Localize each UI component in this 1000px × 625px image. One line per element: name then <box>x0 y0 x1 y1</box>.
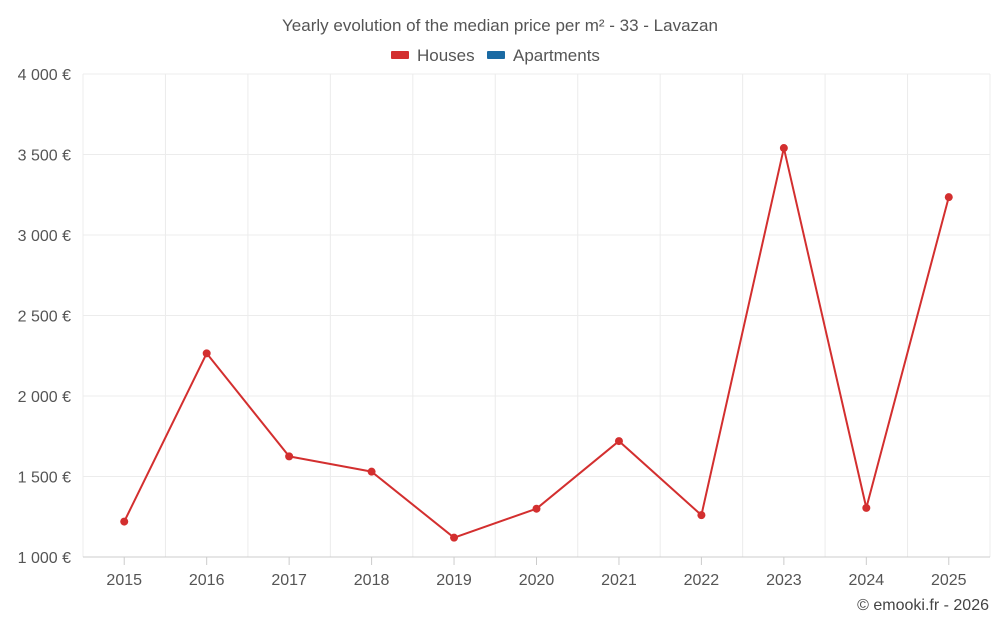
x-tick-label: 2022 <box>684 572 720 589</box>
x-tick-label: 2015 <box>106 572 142 589</box>
y-tick-label: 1 500 € <box>18 470 71 487</box>
y-tick-label: 1 000 € <box>18 550 71 567</box>
data-point[interactable] <box>944 193 953 202</box>
data-point[interactable] <box>202 349 211 358</box>
x-tick-label: 2024 <box>849 572 885 589</box>
y-tick-label: 3 000 € <box>18 228 71 245</box>
x-tick-label: 2025 <box>931 572 967 589</box>
y-tick-label: 2 500 € <box>18 309 71 326</box>
data-point[interactable] <box>285 452 294 461</box>
legend-label-apartments: Apartments <box>513 46 600 65</box>
x-tick-label: 2017 <box>271 572 307 589</box>
legend-swatch-apartments <box>487 51 505 59</box>
data-point[interactable] <box>532 504 541 513</box>
x-tick-label: 2018 <box>354 572 390 589</box>
x-tick-label: 2021 <box>601 572 637 589</box>
data-point[interactable] <box>779 144 788 153</box>
data-point[interactable] <box>697 511 706 520</box>
data-point[interactable] <box>862 503 871 512</box>
x-tick-label: 2016 <box>189 572 225 589</box>
data-point[interactable] <box>367 467 376 476</box>
grid <box>82 73 991 557</box>
legend-label-houses: Houses <box>417 46 475 65</box>
y-axis: 1 000 € 1 500 € 2 000 € 2 500 € 3 000 € 3 500… <box>18 67 71 567</box>
legend: Houses Apartments <box>391 46 600 65</box>
x-axis: 2015 2016 2017 2018 2019 2020 2021 2022 2023 2024… <box>83 556 990 589</box>
y-tick-label: 3 500 € <box>18 148 71 165</box>
data-point[interactable] <box>614 437 623 446</box>
chart-title: Yearly evolution of the median price per… <box>282 16 718 35</box>
legend-swatch-houses <box>391 51 409 59</box>
credit: © emooki.fr - 2026 <box>857 597 989 614</box>
legend-item-houses[interactable]: Houses <box>391 46 475 65</box>
data-point[interactable] <box>450 533 459 542</box>
y-tick-label: 4 000 € <box>18 67 71 84</box>
data-point[interactable] <box>120 517 129 526</box>
x-tick-label: 2023 <box>766 572 802 589</box>
legend-item-apartments[interactable]: Apartments <box>487 46 600 65</box>
x-tick-label: 2020 <box>519 572 555 589</box>
y-tick-label: 2 000 € <box>18 389 71 406</box>
series-houses <box>120 144 953 542</box>
x-tick-label: 2019 <box>436 572 472 589</box>
